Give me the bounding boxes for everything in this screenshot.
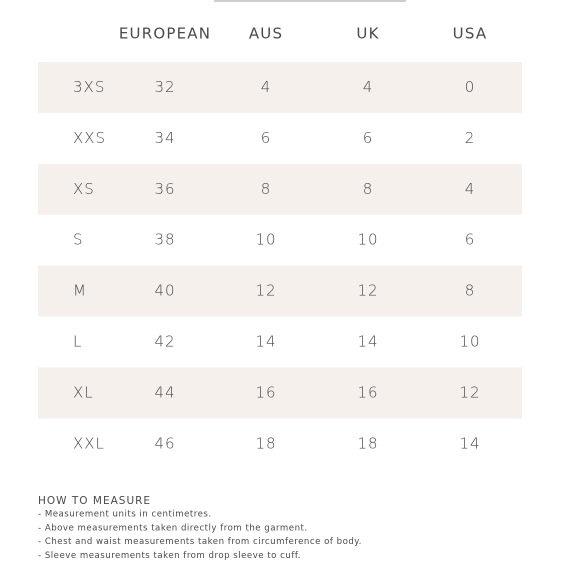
size-value: 12 [459, 383, 480, 401]
size-value: 12 [255, 282, 276, 300]
size-value: 10 [459, 332, 480, 350]
size-value: 16 [357, 383, 378, 401]
row-band [38, 265, 522, 317]
size-value: 36 [154, 180, 175, 198]
row-band [38, 62, 522, 113]
row-band [38, 367, 522, 419]
measure-title: HOW TO MEASURE [38, 495, 151, 507]
size-value: 8 [465, 282, 476, 300]
column-header: EUROPEAN [119, 25, 211, 43]
measure-notes: - Measurement units in centimetres. - Abo… [38, 510, 362, 561]
measure-note: - Chest and waist measurements taken fro… [38, 537, 362, 547]
size-value: 2 [465, 129, 476, 147]
size-label: XL [73, 383, 94, 401]
measure-note: - Above measurements taken directly from… [38, 523, 308, 533]
size-value: 46 [154, 434, 175, 452]
size-value: 10 [357, 231, 378, 249]
size-value: 4 [465, 180, 476, 198]
row-band [38, 163, 522, 215]
size-value: 12 [357, 282, 378, 300]
size-value: 18 [255, 434, 276, 452]
size-value: 10 [255, 231, 276, 249]
column-header: UK [356, 25, 379, 43]
size-value: 32 [154, 78, 175, 96]
size-value: 14 [255, 332, 276, 350]
size-value: 34 [154, 129, 175, 147]
size-value: 0 [465, 78, 476, 96]
measure-note: - Sleeve measurements taken from drop sl… [38, 551, 301, 561]
size-value: 44 [154, 383, 175, 401]
column-header: AUS [249, 25, 283, 43]
size-label: L [73, 332, 82, 350]
size-value: 6 [465, 231, 476, 249]
size-label: XXS [73, 129, 106, 147]
size-label: 3XS [73, 78, 105, 96]
size-value: 16 [255, 383, 276, 401]
size-value: 14 [459, 434, 480, 452]
size-value: 6 [261, 129, 272, 147]
size-label: XS [73, 180, 95, 198]
size-value: 40 [154, 282, 175, 300]
size-label: S [73, 231, 84, 249]
size-value: 38 [154, 231, 175, 249]
size-label: M [73, 282, 87, 300]
size-value: 4 [261, 78, 272, 96]
size-value: 42 [154, 332, 175, 350]
measure-note: - Measurement units in centimetres. [38, 510, 212, 520]
size-value: 18 [357, 434, 378, 452]
size-value: 8 [363, 180, 374, 198]
size-value: 4 [363, 78, 374, 96]
size-value: 14 [357, 332, 378, 350]
size-label: XXL [73, 434, 105, 452]
size-value: 6 [363, 129, 374, 147]
column-header: USA [453, 25, 488, 43]
size-value: 8 [261, 180, 272, 198]
